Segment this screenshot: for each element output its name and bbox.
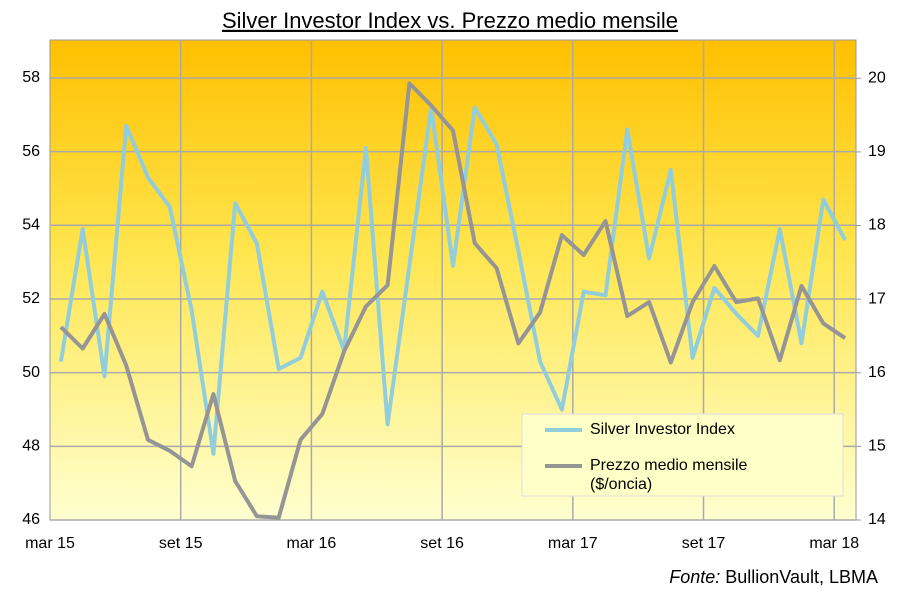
source: Fonte: BullionVault, LBMA bbox=[669, 567, 878, 587]
series-line bbox=[58, 105, 847, 456]
y2-tick-label: 16 bbox=[868, 364, 886, 381]
x-tick-label: set 16 bbox=[420, 535, 464, 552]
y2-tick-label: 14 bbox=[868, 511, 886, 528]
y-tick-label: 48 bbox=[22, 438, 40, 455]
x-tick-label: mar 15 bbox=[25, 535, 75, 552]
legend-label: Prezzo medio mensile ($/oncia) bbox=[590, 457, 748, 493]
y-tick-label: 46 bbox=[22, 511, 40, 528]
legend-label: Silver Investor Index bbox=[590, 421, 735, 438]
y2-tick-label: 18 bbox=[868, 217, 886, 234]
source-text: BullionVault, LBMA bbox=[725, 567, 878, 587]
x-tick-label: mar 18 bbox=[809, 535, 859, 552]
y-tick-label: 50 bbox=[22, 364, 40, 381]
x-tick-label: set 15 bbox=[159, 535, 203, 552]
source-prefix: Fonte: bbox=[669, 567, 720, 587]
y2-tick-label: 20 bbox=[868, 70, 886, 87]
y-tick-label: 54 bbox=[22, 217, 40, 234]
chart-title: Silver Investor Index vs. Prezzo medio m… bbox=[222, 8, 678, 33]
x-tick-label: mar 17 bbox=[548, 535, 598, 552]
y2-tick-label: 19 bbox=[868, 143, 886, 160]
y-tick-label: 56 bbox=[22, 143, 40, 160]
x-tick-label: set 17 bbox=[682, 535, 726, 552]
y2-tick-label: 17 bbox=[868, 290, 886, 307]
y2-tick-label: 15 bbox=[868, 438, 886, 455]
y-tick-label: 52 bbox=[22, 290, 40, 307]
y-tick-label: 58 bbox=[22, 69, 40, 86]
x-tick-label: mar 16 bbox=[287, 535, 337, 552]
